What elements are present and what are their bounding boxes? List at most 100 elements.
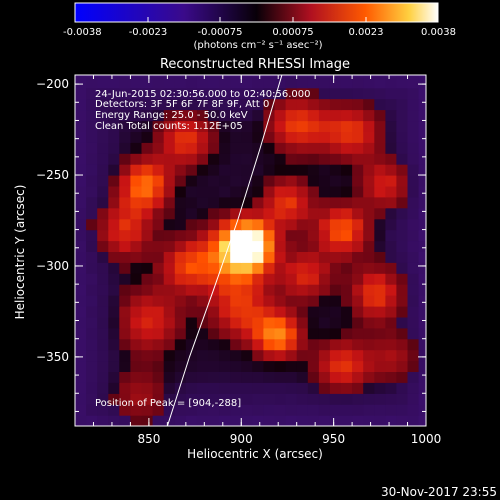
heatmap-cell (318, 360, 331, 372)
heatmap-cell (75, 175, 87, 187)
heatmap-cell (86, 131, 98, 143)
heatmap-cell (418, 120, 426, 132)
heatmap-cell (407, 98, 420, 111)
heatmap-cell (363, 316, 375, 329)
heatmap-cell (152, 207, 165, 220)
heatmap-cell (374, 229, 386, 242)
heatmap-cell (152, 415, 165, 426)
heatmap-cell (296, 185, 309, 198)
heatmap-cell (196, 87, 209, 100)
heatmap-cell (407, 393, 420, 405)
heatmap-cell (274, 120, 287, 132)
heatmap-cell (263, 120, 276, 132)
heatmap-cell (174, 240, 187, 252)
heatmap-cell (396, 262, 409, 274)
heatmap-cell (341, 120, 353, 132)
heatmap-cell (141, 98, 154, 111)
heatmap-cell (86, 393, 98, 405)
heatmap-cell (285, 142, 298, 154)
heatmap-cell (296, 415, 309, 426)
heatmap-cell (363, 98, 375, 111)
heatmap-cell (230, 393, 242, 405)
heatmap-cell (97, 327, 109, 340)
heatmap-cell (230, 251, 242, 263)
heatmap-cell (196, 131, 209, 143)
heatmap-cell (219, 393, 231, 405)
heatmap-cell (329, 131, 342, 143)
heatmap-cell (163, 218, 176, 231)
heatmap-cell (152, 316, 165, 329)
heatmap-cell (75, 251, 87, 263)
heatmap-cell (208, 349, 220, 362)
heatmap-cell (208, 196, 220, 209)
heatmap-cell (130, 164, 143, 176)
heatmap-cell (252, 415, 264, 426)
heatmap-cell (108, 273, 120, 285)
annotation-energy: Energy Range: 25.0 - 50.0 keV (95, 110, 248, 121)
heatmap-cell (318, 142, 331, 154)
heatmap-cell (219, 338, 231, 351)
heatmap-cell (152, 393, 165, 405)
heatmap-cell (274, 382, 287, 394)
heatmap-cell (296, 75, 309, 78)
heatmap-cell (352, 196, 364, 209)
colorbar-tick-label: 0.00075 (272, 27, 313, 38)
heatmap-cell (341, 218, 353, 231)
heatmap-cell (119, 175, 131, 187)
heatmap-cell (108, 131, 120, 143)
heatmap-cell (185, 284, 198, 296)
heatmap-cell (230, 229, 242, 242)
heatmap-cell (407, 360, 420, 372)
heatmap-cell (230, 142, 242, 154)
heatmap-cell (374, 273, 386, 285)
heatmap-cell (329, 75, 342, 78)
heatmap-cell (307, 75, 320, 78)
heatmap-cell (97, 382, 109, 394)
heatmap-cell (352, 273, 364, 285)
heatmap-cell (163, 262, 176, 274)
heatmap-cell (86, 207, 98, 220)
heatmap-cell (75, 262, 87, 274)
heatmap-cell (108, 393, 120, 405)
heatmap-cell (75, 338, 87, 351)
heatmap-cell (119, 98, 131, 111)
heatmap-cell (252, 349, 264, 362)
heatmap-cell (97, 393, 109, 405)
heatmap-cell (274, 87, 287, 100)
annotations: 24-Jun-2015 02:30:56.000 to 02:40:56.000… (95, 89, 311, 409)
heatmap-cell (119, 360, 131, 372)
heatmap-cell (274, 75, 287, 78)
heatmap-cell (97, 120, 109, 132)
heatmap-cell (174, 164, 187, 176)
heatmap-cell (374, 153, 386, 165)
heatmap-cell (185, 98, 198, 111)
heatmap-cell (141, 120, 154, 132)
x-tick-label: 1000 (411, 432, 442, 446)
heatmap-cell (230, 98, 242, 111)
heatmap-cell (274, 142, 287, 154)
heatmap-cell (119, 404, 131, 416)
heatmap-cell (263, 218, 276, 231)
heatmap-cell (307, 371, 320, 383)
heatmap-cell (174, 175, 187, 187)
heatmap-cell (108, 120, 120, 132)
heatmap-cell (141, 218, 154, 231)
heatmap-cell (318, 306, 331, 318)
heatmap-cell (274, 218, 287, 231)
heatmap-cell (130, 240, 143, 252)
heatmap-cell (230, 360, 242, 372)
heatmap-cell (119, 338, 131, 351)
heatmap-cell (385, 382, 398, 394)
heatmap-cell (86, 251, 98, 263)
heatmap-cell (374, 284, 386, 296)
heatmap-cell (75, 415, 87, 426)
heatmap-cell (374, 415, 386, 426)
heatmap-cell (97, 349, 109, 362)
heatmap-cell (141, 75, 154, 78)
heatmap-cell (141, 207, 154, 220)
heatmap-cell (241, 338, 253, 351)
heatmap-cell (352, 262, 364, 274)
heatmap-cell (97, 262, 109, 274)
heatmap-cell (97, 87, 109, 100)
heatmap-cell (363, 295, 375, 307)
